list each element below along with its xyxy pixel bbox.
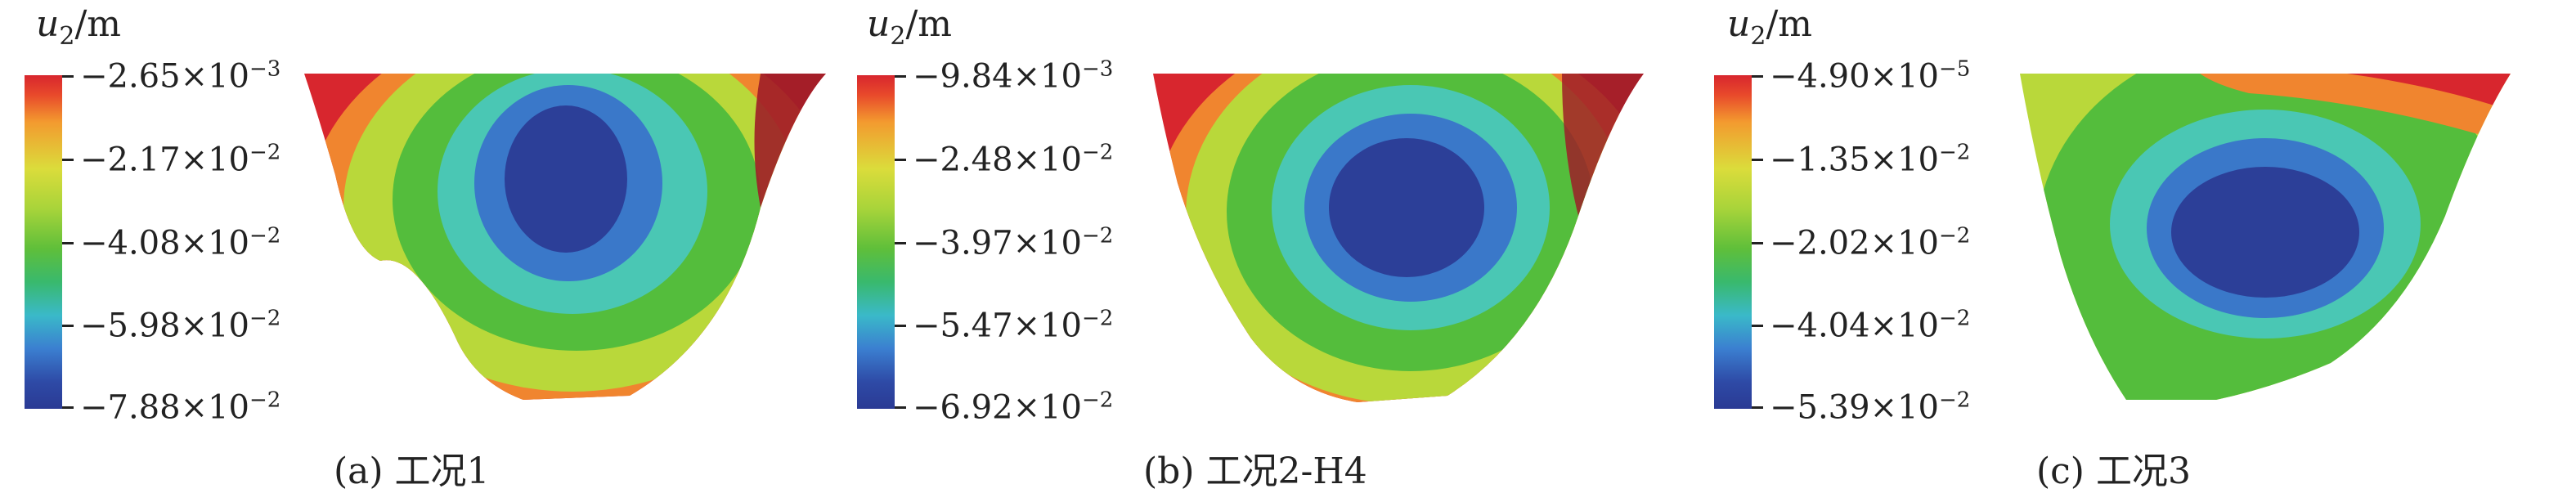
tick-label: −2.48×10−2	[913, 140, 1114, 179]
colorbar-unit-label: u2/m	[867, 3, 952, 51]
caption: (b) 工况2-H4	[1143, 450, 1367, 492]
colorbar	[857, 75, 895, 409]
panel-b: u2/m −9.84×10−3 −2.48×10−2 −3.97×10−2 −5…	[857, 0, 1717, 502]
caption: (c) 工况3	[2036, 450, 2191, 492]
tick-label: −5.47×10−2	[913, 306, 1114, 345]
tick-label: −3.97×10−2	[913, 223, 1114, 262]
displacement-contour-c	[2020, 74, 2511, 400]
tick-mark	[895, 325, 906, 327]
tick-mark	[1752, 242, 1763, 244]
colorbar-unit-label: u2/m	[36, 3, 121, 51]
tick-mark	[62, 325, 74, 327]
tick-mark	[62, 159, 74, 161]
tick-mark	[62, 75, 74, 78]
tick-label: −4.04×10−2	[1770, 306, 1971, 345]
displacement-contour-a	[304, 74, 826, 400]
tick-label: −7.88×10−2	[80, 388, 281, 427]
tick-label: −9.84×10−3	[913, 56, 1114, 96]
tick-label: −2.02×10−2	[1770, 223, 1971, 262]
tick-label: −1.35×10−2	[1770, 140, 1971, 179]
panel-c: u2/m −4.90×10−5 −1.35×10−2 −2.02×10−2 −4…	[1714, 0, 2576, 502]
tick-mark	[1752, 325, 1763, 327]
colorbar	[25, 75, 62, 409]
colorbar-unit-label: u2/m	[1727, 3, 1812, 51]
tick-mark	[895, 75, 906, 78]
tick-mark	[62, 242, 74, 244]
tick-label: −5.98×10−2	[80, 306, 281, 345]
tick-label: −2.17×10−2	[80, 140, 281, 179]
caption: (a) 工况1	[334, 450, 490, 492]
tick-mark	[1752, 406, 1763, 409]
tick-mark	[895, 159, 906, 161]
tick-label: −2.65×10−3	[80, 56, 281, 96]
tick-mark	[1752, 159, 1763, 161]
tick-label: −5.39×10−2	[1770, 388, 1971, 427]
panel-a: u2/m −2.65×10−3 −2.17×10−2 −4.08×10−2 −5…	[0, 0, 859, 502]
tick-mark	[1752, 75, 1763, 78]
tick-label: −4.08×10−2	[80, 223, 281, 262]
tick-mark	[895, 406, 906, 409]
tick-label: −6.92×10−2	[913, 388, 1114, 427]
tick-mark	[895, 242, 906, 244]
tick-mark	[62, 406, 74, 409]
colorbar	[1714, 75, 1752, 409]
displacement-contour-b	[1153, 74, 1644, 402]
tick-label: −4.90×10−5	[1770, 56, 1971, 96]
